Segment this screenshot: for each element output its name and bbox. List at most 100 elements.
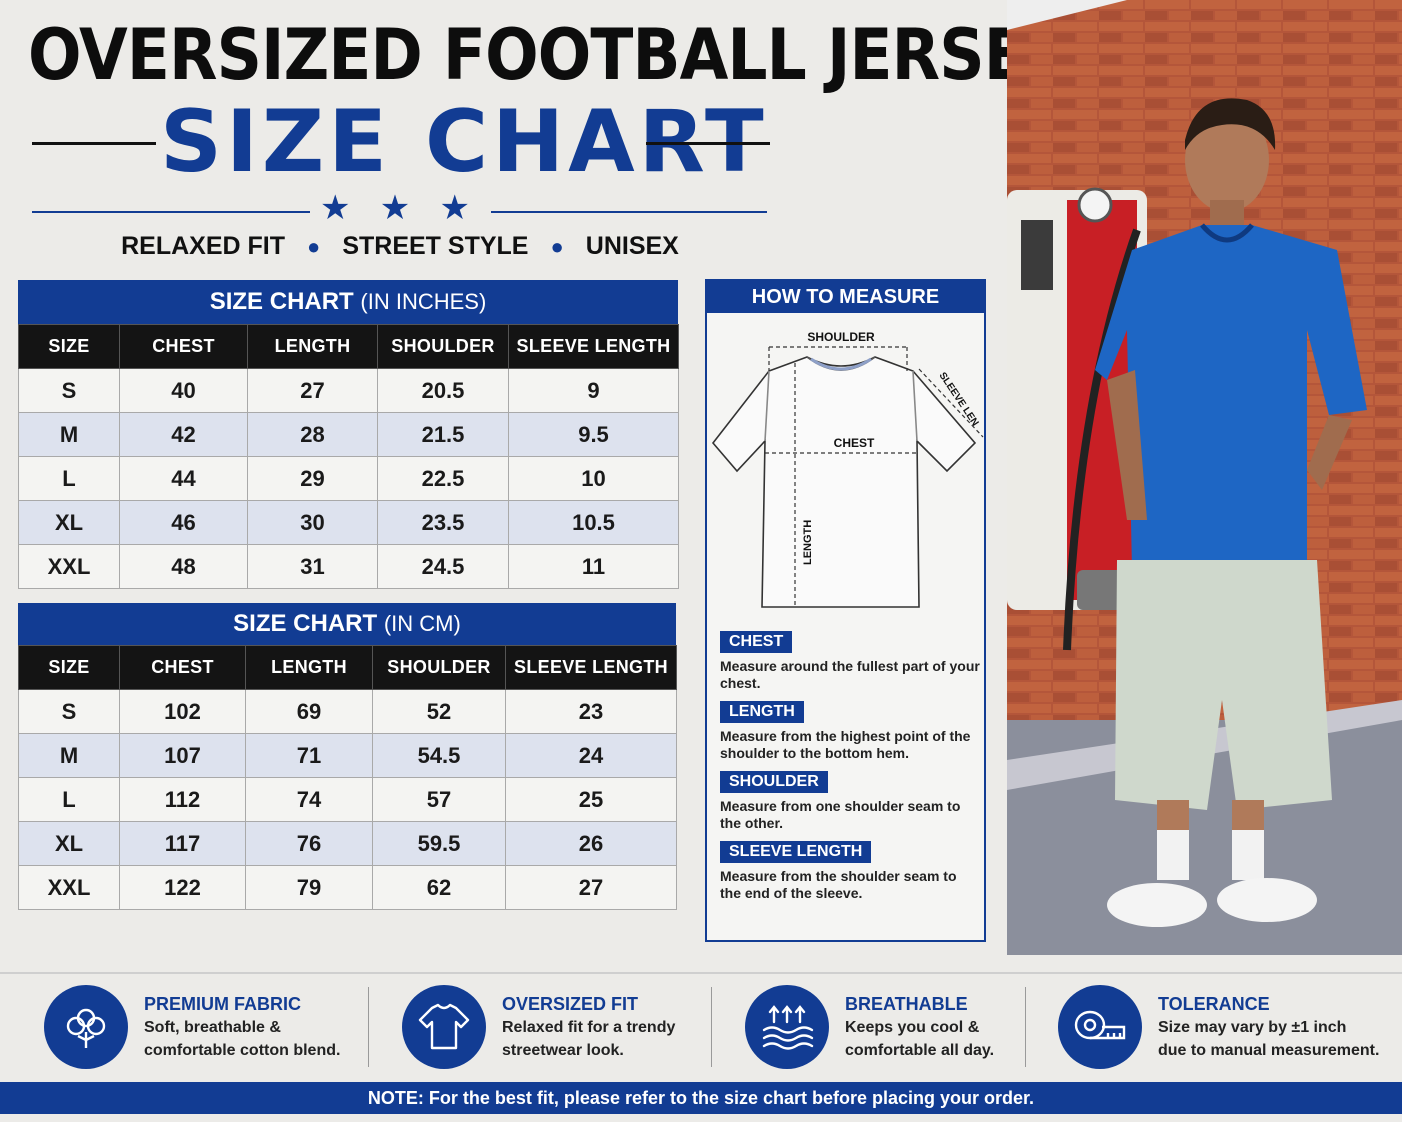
table-cell: 42: [119, 412, 248, 457]
measure-item-shoulder: SHOULDER Measure from one shoulder seam …: [720, 771, 980, 832]
feature-title: TOLERANCE: [1158, 994, 1270, 1014]
feature-text: comfortable cotton blend.: [144, 1042, 341, 1059]
column-header: SLEEVE LENGTH: [508, 324, 679, 369]
stars-divider-right: [491, 211, 767, 213]
feature-text: Size may vary by ±1 inch: [1158, 1019, 1347, 1036]
table-cell: 74: [245, 777, 373, 822]
tshirt-diagram-icon: SHOULDER CHEST LENGTH SLEEVE LEN: [711, 330, 984, 608]
inches-table: SIZE CHEST LENGTH SHOULDER SLEEVE LENGTH…: [18, 324, 679, 589]
table-cell: 54.5: [372, 733, 506, 778]
diagram-label-chest: CHEST: [834, 436, 875, 450]
title-divider-right: [646, 142, 770, 145]
feature-title: BREATHABLE: [845, 994, 968, 1014]
table-cell: 112: [119, 777, 246, 822]
table-row: XXL 48 31 24.5 11: [18, 544, 679, 589]
table-cell: 22.5: [377, 456, 509, 501]
table-cell: 71: [245, 733, 373, 778]
star-icon: ★: [439, 189, 470, 227]
feature-divider: [1025, 987, 1026, 1067]
how-to-measure-title: HOW TO MEASURE: [707, 281, 984, 313]
table-cell: 122: [119, 865, 246, 910]
measure-description: Measure from the shoulder seam to the en…: [720, 868, 957, 901]
size-cell: XXL: [18, 865, 120, 910]
measuring-tape-icon: [1058, 985, 1142, 1069]
feature-title: OVERSIZED FIT: [502, 994, 639, 1014]
table-cell: 27: [505, 865, 677, 910]
table-cell: 21.5: [377, 412, 509, 457]
title-divider-left: [32, 142, 156, 145]
feature-text: Keeps you cool &: [845, 1019, 980, 1036]
table-cell: 24.5: [377, 544, 509, 589]
measure-label: LENGTH: [720, 701, 804, 723]
table-cell: 10: [508, 456, 679, 501]
cm-table: SIZE CHEST LENGTH SHOULDER SLEEVE LENGTH…: [18, 645, 677, 910]
size-cell: XL: [18, 821, 120, 866]
star-icon: ★: [320, 189, 351, 227]
column-header: SLEEVE LENGTH: [505, 645, 677, 690]
table-cell: 46: [119, 500, 248, 545]
diagram-label-shoulder: SHOULDER: [807, 330, 875, 344]
table-cell: 24: [505, 733, 677, 778]
column-header: SIZE: [18, 324, 120, 369]
tag-unisex: UNISEX: [585, 232, 679, 260]
table-cell: 48: [119, 544, 248, 589]
table-cell: 59.5: [372, 821, 506, 866]
table-cell: 9: [508, 368, 679, 413]
table-row: XXL 122 79 62 27: [18, 865, 677, 910]
tag-street-style: STREET STYLE: [342, 232, 529, 260]
table-row: L 44 29 22.5 10: [18, 456, 679, 501]
table-cell: 102: [119, 689, 246, 734]
column-header: SHOULDER: [372, 645, 506, 690]
cm-table-title: SIZE CHART (IN CM): [18, 603, 676, 645]
table-cell: 29: [247, 456, 378, 501]
table-cell: 20.5: [377, 368, 509, 413]
feature-text: due to manual measurement.: [1158, 1042, 1380, 1059]
bullet-icon: ●: [307, 233, 321, 259]
stars-divider-left: [32, 211, 310, 213]
feature-tolerance: TOLERANCE Size may vary by ±1 inch due t…: [1058, 982, 1379, 1072]
size-cell: L: [18, 456, 120, 501]
feature-divider: [368, 987, 369, 1067]
table-row: M 107 71 54.5 24: [18, 733, 677, 778]
star-row: ★ ★ ★: [320, 190, 470, 226]
measure-label: SHOULDER: [720, 771, 828, 793]
diagram-label-length: LENGTH: [802, 520, 814, 565]
size-cell: XXL: [18, 544, 120, 589]
table-row: XL 46 30 23.5 10.5: [18, 500, 679, 545]
table-cell: 79: [245, 865, 373, 910]
table-row: S 40 27 20.5 9: [18, 368, 679, 413]
model-photo: [1007, 0, 1402, 955]
page-title: OVERSIZED FOOTBALL JERSEY: [28, 14, 1071, 96]
measure-item-chest: CHEST Measure around the fullest part of…: [720, 631, 980, 692]
measure-description: Measure around the fullest part of your …: [720, 658, 980, 691]
table-cell: 52: [372, 689, 506, 734]
size-cell: XL: [18, 500, 120, 545]
cotton-icon: [44, 985, 128, 1069]
feature-title: PREMIUM FABRIC: [144, 994, 301, 1014]
table-cell: 44: [119, 456, 248, 501]
table-cell: 30: [247, 500, 378, 545]
column-header: CHEST: [119, 324, 248, 369]
tagline: RELAXED FIT ● STREET STYLE ● UNISEX: [120, 232, 680, 261]
size-cell: S: [18, 689, 120, 734]
size-chart-inches: SIZE CHART (IN INCHES) SIZE CHEST LENGTH…: [18, 280, 679, 589]
measure-description: Measure from one shoulder seam to the ot…: [720, 798, 961, 831]
feature-breathable: BREATHABLE Keeps you cool & comfortable …: [745, 982, 994, 1072]
table-row: L 112 74 57 25: [18, 777, 677, 822]
how-to-measure-panel: HOW TO MEASURE SHOULDER CHEST LENGTH SLE…: [705, 279, 986, 942]
feature-text: comfortable all day.: [845, 1042, 995, 1059]
table-cell: 9.5: [508, 412, 679, 457]
table-cell: 31: [247, 544, 378, 589]
star-icon: ★: [379, 189, 411, 227]
measure-item-length: LENGTH Measure from the highest point of…: [720, 701, 980, 762]
column-header: SIZE: [18, 645, 120, 690]
airflow-icon: [745, 985, 829, 1069]
table-cell: 11: [508, 544, 679, 589]
size-cell: M: [18, 733, 120, 778]
column-header: LENGTH: [247, 324, 378, 369]
measure-instructions: CHEST Measure around the fullest part of…: [720, 631, 980, 902]
footer-note: NOTE: For the best fit, please refer to …: [0, 1082, 1402, 1114]
column-header: SHOULDER: [377, 324, 509, 369]
measure-item-sleeve-length: SLEEVE LENGTH Measure from the shoulder …: [720, 841, 980, 902]
column-header: CHEST: [119, 645, 246, 690]
